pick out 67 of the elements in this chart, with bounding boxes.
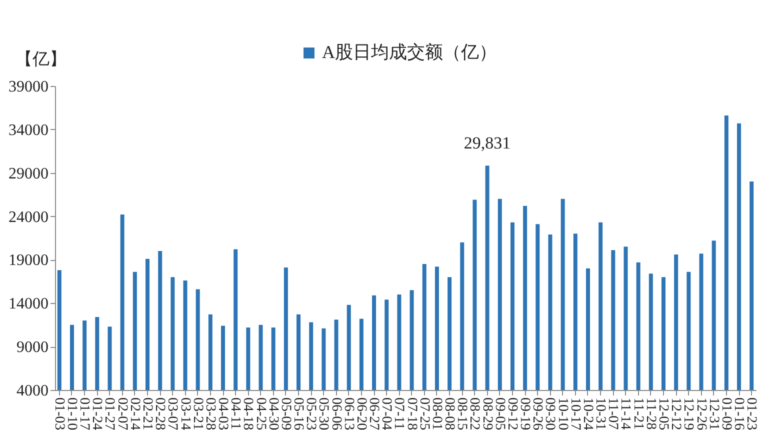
x-tick-label: 01-10 bbox=[64, 398, 79, 430]
x-tick-label: 12-31 bbox=[706, 398, 721, 430]
y-tick-label: 34000 bbox=[8, 122, 48, 139]
y-tick-label: 14000 bbox=[8, 296, 48, 313]
x-tick-label: 10-24 bbox=[580, 398, 595, 430]
x-tick-label: 01-03 bbox=[51, 398, 66, 430]
x-tick-label: 07-25 bbox=[416, 398, 432, 430]
x-tick-label: 04-11 bbox=[228, 398, 243, 430]
x-tick-label: 04-25 bbox=[252, 398, 268, 430]
x-tick-label: 11-07 bbox=[605, 398, 620, 430]
x-tick-label: 04-30 bbox=[265, 398, 280, 430]
y-tick-label: 9000 bbox=[16, 339, 48, 356]
x-tick-label: 01-27 bbox=[102, 398, 117, 430]
y-axis-title: 【亿】 bbox=[16, 50, 66, 68]
x-tick-label: 10-10 bbox=[554, 398, 570, 430]
y-tick-label: 24000 bbox=[8, 208, 48, 226]
x-tick-label: 08-15 bbox=[454, 398, 470, 430]
x-tick-label: 11-28 bbox=[642, 398, 658, 430]
x-tick-label: 01-09 bbox=[718, 398, 734, 430]
y-tick-label: 29000 bbox=[8, 165, 48, 182]
x-tick-label: 02-28 bbox=[152, 398, 168, 430]
x-tick-label: 05-09 bbox=[278, 398, 293, 430]
x-tick-label: 12-05 bbox=[656, 398, 670, 430]
x-tick-label: 03-14 bbox=[177, 398, 192, 430]
x-tick-label: 05-16 bbox=[290, 398, 306, 430]
x-tick-label: 09-26 bbox=[530, 398, 545, 430]
x-tick-label: 11-14 bbox=[618, 398, 633, 430]
x-tick-label: 09-12 bbox=[504, 398, 520, 430]
legend-label: A股日均成交额（亿） bbox=[322, 42, 497, 62]
annotation: 29,831 bbox=[464, 134, 511, 153]
x-tick-label: 08-01 bbox=[428, 398, 444, 430]
x-tick-label: 05-23 bbox=[303, 398, 318, 430]
x-tick-label: 10-31 bbox=[592, 398, 608, 430]
x-tick-label: 07-11 bbox=[391, 398, 406, 430]
x-tick-label: 06-27 bbox=[366, 398, 382, 430]
x-tick-label: 09-30 bbox=[542, 398, 558, 430]
x-tick-label: 06-13 bbox=[340, 398, 356, 430]
x-tick-label: 01-17 bbox=[76, 398, 92, 430]
x-tick-label: 06-20 bbox=[353, 398, 368, 430]
x-tick-label: 12-26 bbox=[693, 398, 708, 430]
x-tick-label: 12-12 bbox=[668, 398, 684, 430]
x-tick-label: 10-17 bbox=[567, 398, 582, 430]
x-tick-label: 11-21 bbox=[630, 398, 646, 430]
x-tick-label: 03-28 bbox=[202, 398, 218, 430]
x-tick-label: 02-07 bbox=[114, 398, 130, 430]
x-tick-label: 12-19 bbox=[680, 398, 696, 430]
x-tick-label: 02-14 bbox=[126, 398, 142, 430]
x-tick-label: 08-08 bbox=[442, 398, 457, 430]
x-tick-label: 08-22 bbox=[466, 398, 482, 430]
x-tick-label: 05-30 bbox=[316, 398, 331, 430]
x-tick-label: 02-21 bbox=[140, 398, 154, 430]
x-tick-label: 03-21 bbox=[190, 398, 205, 430]
x-tick-label: 01-24 bbox=[89, 398, 104, 430]
x-tick-label: 03-07 bbox=[164, 398, 180, 430]
x-tick-label: 06-06 bbox=[328, 398, 344, 430]
x-tick-label: 09-05 bbox=[492, 398, 507, 430]
x-tick-label: 04-03 bbox=[215, 398, 230, 430]
x-tick-label: 08-29 bbox=[479, 398, 494, 430]
x-tick-label: 09-19 bbox=[517, 398, 532, 430]
y-tick-label: 39000 bbox=[8, 78, 48, 96]
x-tick-label: 01-16 bbox=[731, 398, 746, 430]
y-tick-label: 4000 bbox=[16, 382, 48, 400]
x-tick-label: 01-23 bbox=[744, 398, 759, 430]
x-tick-label: 07-18 bbox=[404, 398, 419, 430]
y-tick-label: 19000 bbox=[8, 252, 48, 270]
x-tick-label: 04-18 bbox=[240, 398, 256, 430]
x-tick-label: 07-04 bbox=[378, 398, 394, 430]
